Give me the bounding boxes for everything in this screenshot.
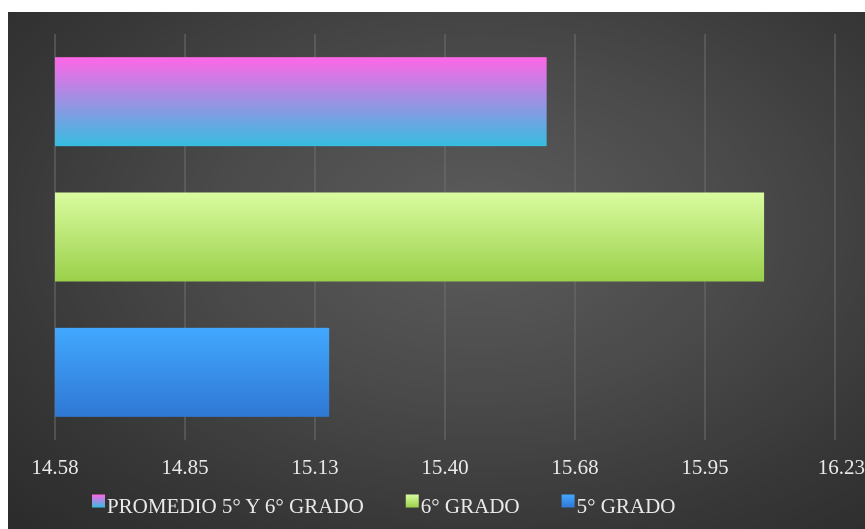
legend-key-5-grado xyxy=(561,494,575,508)
legend-key-6-grado xyxy=(405,494,419,508)
legend-key-promedio-5-y-6-grado xyxy=(92,494,105,508)
legend-label-5-grado: 5° GRADO xyxy=(577,494,676,518)
x-tick-label: 15.95 xyxy=(681,455,728,479)
bar-chart: 14.58 14.85 15.13 15.40 15.68 15.95 16.23 PROM… xyxy=(31,34,865,518)
bar-promedio-5-y-6-grado xyxy=(55,57,547,147)
x-axis-tick-labels: 14.58 14.85 15.13 15.40 15.68 15.95 16.23 xyxy=(31,455,865,479)
x-tick-label: 15.40 xyxy=(421,455,468,479)
chart-area: 14.58 14.85 15.13 15.40 15.68 15.95 16.23 PROM… xyxy=(8,12,865,529)
legend-label-6-grado: 6° GRADO xyxy=(421,494,520,518)
x-tick-label: 14.85 xyxy=(161,455,208,479)
legend: PROMEDIO 5° Y 6° GRADO 6° GRADO 5° GRADO xyxy=(92,494,675,518)
bars xyxy=(55,57,765,417)
x-tick-label: 15.13 xyxy=(291,455,338,479)
bar-6-grado xyxy=(55,192,765,282)
x-tick-label: 16.23 xyxy=(818,455,865,479)
x-tick-label: 15.68 xyxy=(551,455,598,479)
bar-5-grado xyxy=(55,327,330,417)
x-tick-label: 14.58 xyxy=(31,455,78,479)
legend-label-promedio-5-y-6-grado: PROMEDIO 5° Y 6° GRADO xyxy=(107,494,364,518)
